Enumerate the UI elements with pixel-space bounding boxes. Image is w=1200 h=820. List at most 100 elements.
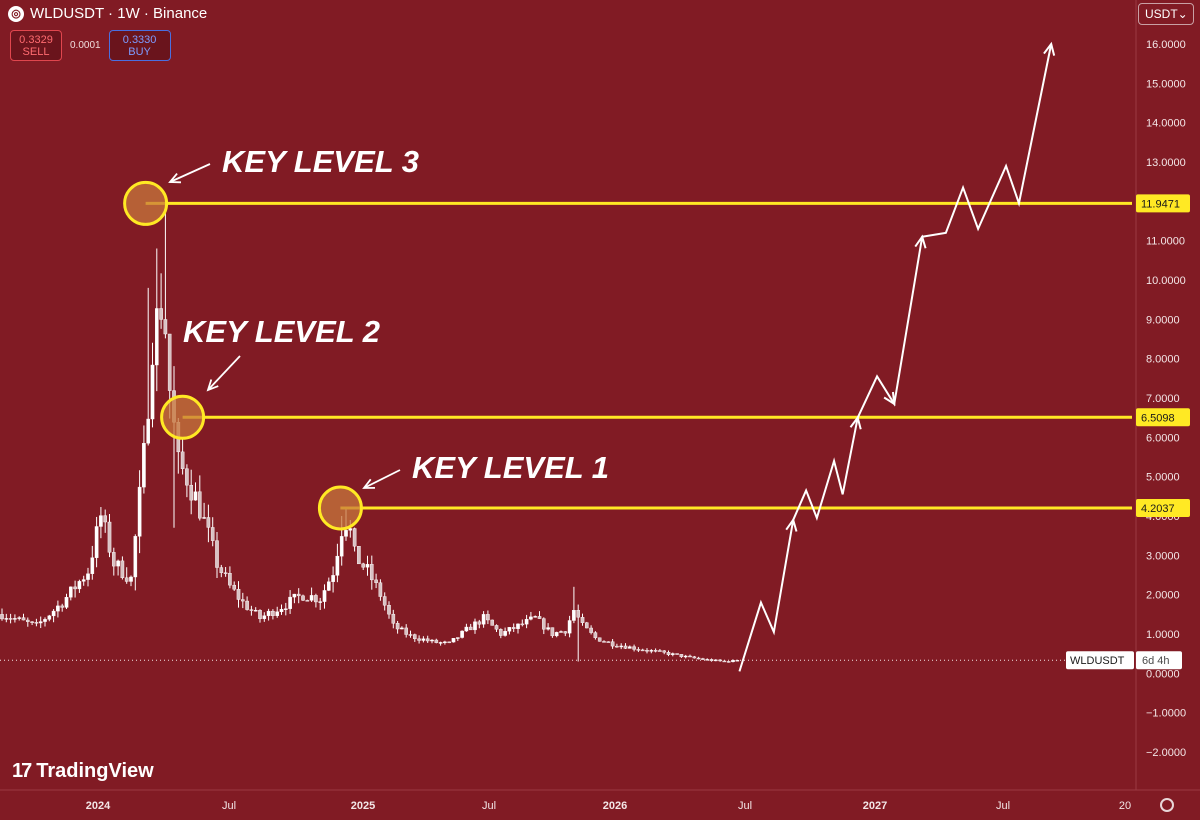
candle-body xyxy=(382,596,387,606)
symbol-header: ◎ WLDUSDT · 1W · Binance xyxy=(8,5,207,22)
x-tick-label: Jul xyxy=(482,800,496,812)
candle-body xyxy=(507,627,512,632)
candle-body xyxy=(640,649,645,652)
y-tick-label: 15.0000 xyxy=(1146,78,1186,90)
y-tick-label: −2.0000 xyxy=(1146,747,1186,759)
candle-body xyxy=(21,617,26,621)
candle-body xyxy=(400,627,404,630)
candle-body xyxy=(658,650,662,652)
candle-body xyxy=(417,638,421,641)
buy-label: BUY xyxy=(128,45,151,58)
candle-body xyxy=(8,618,13,620)
x-tick-label: 2027 xyxy=(863,800,887,812)
key-level-price-text: 4.2037 xyxy=(1141,503,1175,515)
candle-body xyxy=(529,616,533,620)
candle-body xyxy=(301,595,305,601)
candle-body xyxy=(81,579,86,582)
x-tick-label: Jul xyxy=(222,800,236,812)
candle-body xyxy=(193,491,198,501)
y-tick-label: 13.0000 xyxy=(1146,157,1186,169)
candle-body xyxy=(240,599,245,602)
x-tick-label: 20 xyxy=(1119,800,1131,812)
candle-body xyxy=(258,610,262,619)
candle-body xyxy=(189,484,194,501)
candle-body xyxy=(111,552,116,567)
y-tick-label: 0.0000 xyxy=(1146,668,1180,680)
y-tick-label: 7.0000 xyxy=(1146,393,1180,405)
candle-body xyxy=(546,627,550,630)
candle-body xyxy=(331,575,335,582)
y-tick-label: 2.0000 xyxy=(1146,590,1180,602)
candle-body xyxy=(563,631,568,634)
symbol-line: WLDUSDT · 1W · Binance xyxy=(30,5,208,22)
candle-body xyxy=(499,629,503,636)
projection-path xyxy=(738,43,1053,672)
key-level-marker-circle xyxy=(123,180,169,226)
candle-body xyxy=(51,610,56,617)
candle-body xyxy=(361,563,366,568)
candle-body xyxy=(73,586,77,590)
y-tick-label: 8.0000 xyxy=(1146,354,1180,366)
candle-body xyxy=(223,572,228,574)
candle-body xyxy=(142,443,146,488)
x-tick-label: Jul xyxy=(738,800,752,812)
sell-button[interactable]: 0.3329 SELL xyxy=(10,30,62,61)
projection-arrowhead xyxy=(849,415,862,430)
candle-body xyxy=(296,593,301,597)
candle-body xyxy=(554,632,559,637)
candle-body xyxy=(688,655,692,658)
candle-body xyxy=(567,620,572,634)
candle-body xyxy=(628,646,632,649)
candle-body xyxy=(395,623,400,630)
buy-button[interactable]: 0.3330 BUY xyxy=(108,30,171,61)
key-level-price-tag xyxy=(1136,194,1190,213)
key-level-marker-circle xyxy=(317,485,363,531)
currency-select[interactable]: USDT ⌄ xyxy=(1138,3,1194,25)
candle-body xyxy=(305,600,310,602)
candle-body xyxy=(262,615,267,619)
projection-arrowhead xyxy=(785,517,798,532)
x-tick-label: Jul xyxy=(996,800,1010,812)
candle-body xyxy=(378,582,383,597)
gear-icon[interactable] xyxy=(1160,798,1174,812)
candle-body xyxy=(64,596,69,608)
key-level-label: KEY LEVEL 1 xyxy=(412,450,609,485)
candle-body xyxy=(38,621,43,624)
candle-body xyxy=(292,593,297,598)
key-level-price-tag xyxy=(1136,498,1190,517)
candle-body xyxy=(524,619,529,625)
candle-body xyxy=(219,567,224,573)
candle-body xyxy=(94,526,99,558)
candle-body xyxy=(619,645,623,648)
currency-value: USDT xyxy=(1145,7,1178,21)
candle-body xyxy=(284,608,288,610)
candle-body xyxy=(120,560,125,579)
candle-body xyxy=(77,581,82,590)
candle-body xyxy=(387,605,391,615)
candle-body xyxy=(649,650,654,652)
candle-body xyxy=(404,627,409,635)
candle-body xyxy=(210,527,215,541)
annotation-arrowhead xyxy=(362,478,376,489)
candle-body xyxy=(623,645,628,649)
candle-body xyxy=(4,618,9,620)
candle-body xyxy=(167,333,172,391)
candle-body xyxy=(266,610,271,616)
candle-body xyxy=(434,639,439,643)
candle-body xyxy=(679,654,684,658)
worldcoin-logo-icon: ◎ xyxy=(8,5,24,22)
candle-body xyxy=(86,573,90,580)
candle-body xyxy=(602,641,606,643)
candle-body xyxy=(503,630,507,636)
candle-body xyxy=(197,491,202,519)
candle-body xyxy=(245,600,249,610)
candle-body xyxy=(615,645,619,648)
x-tick-label: 2026 xyxy=(603,800,627,812)
candle-body xyxy=(232,584,237,590)
candle-body xyxy=(666,652,671,655)
candle-body xyxy=(34,622,39,624)
key-level-price-tag xyxy=(1136,408,1190,427)
trade-panel: 0.3329 SELL 0.0001 0.3330 BUY xyxy=(10,30,171,61)
